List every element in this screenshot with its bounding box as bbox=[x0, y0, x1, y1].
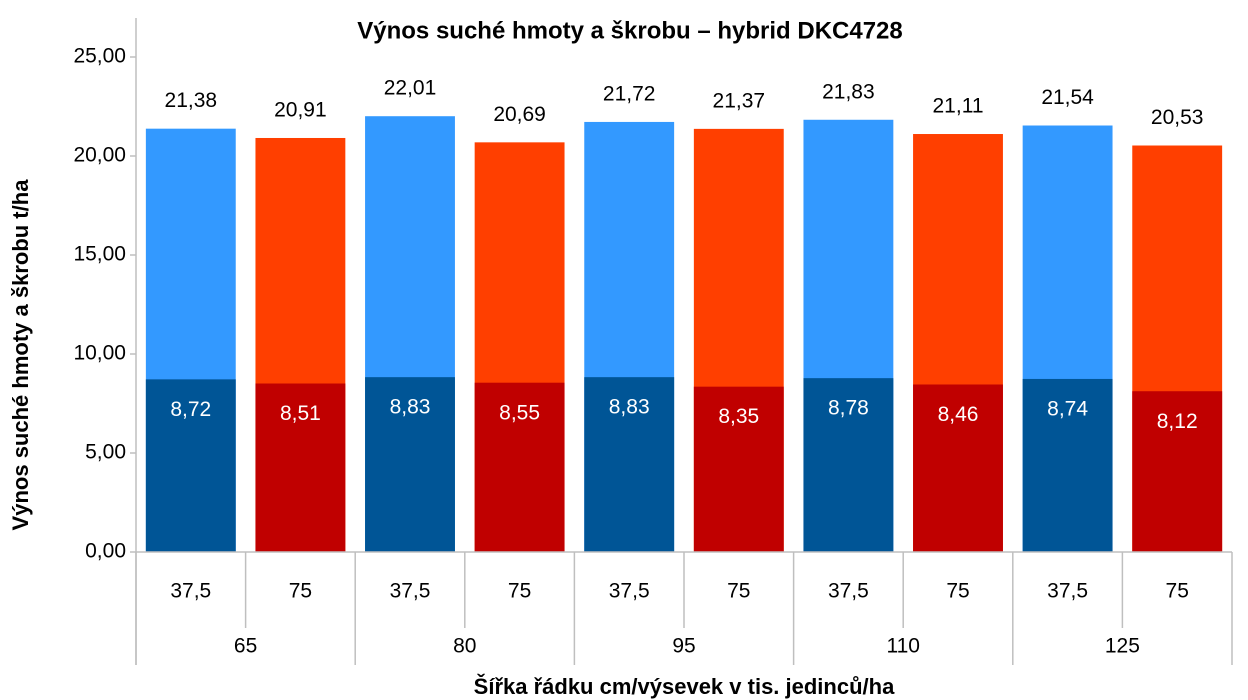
data-label: 22,01 bbox=[384, 77, 437, 100]
x-tick-label: 37,5 bbox=[1047, 580, 1088, 603]
data-label: 8,51 bbox=[280, 402, 321, 425]
data-label: 8,74 bbox=[1047, 397, 1088, 420]
bar bbox=[145, 379, 236, 552]
data-label: 8,35 bbox=[718, 405, 759, 428]
group-label: 65 bbox=[234, 635, 257, 658]
x-axis-title: Šířka řádku cm/výsevek v tis. jedinců/ha bbox=[474, 674, 895, 699]
y-tick-label: 25,00 bbox=[73, 45, 126, 68]
group-label: 95 bbox=[672, 635, 695, 658]
y-axis-title: Výnos suché hmoty a škrobu t/ha bbox=[8, 179, 33, 531]
bar bbox=[693, 386, 784, 552]
data-label: 20,91 bbox=[274, 99, 327, 122]
data-label: 8,78 bbox=[828, 397, 869, 420]
x-tick-label: 37,5 bbox=[828, 580, 869, 603]
bar bbox=[584, 377, 675, 552]
x-tick-label: 75 bbox=[946, 580, 969, 603]
x-tick-label: 37,5 bbox=[609, 580, 650, 603]
data-label: 21,54 bbox=[1041, 86, 1094, 109]
data-label: 8,83 bbox=[609, 396, 650, 419]
y-tick-label: 10,00 bbox=[73, 342, 126, 365]
chart-title: Výnos suché hmoty a škrobu – hybrid DKC4… bbox=[357, 17, 903, 44]
group-label: 125 bbox=[1105, 635, 1140, 658]
data-label: 8,83 bbox=[390, 396, 431, 419]
data-label: 20,53 bbox=[1151, 106, 1204, 129]
bar bbox=[1132, 391, 1223, 552]
data-label: 21,72 bbox=[603, 82, 656, 105]
data-label: 20,69 bbox=[493, 103, 546, 126]
y-tick-label: 5,00 bbox=[85, 441, 126, 464]
bar bbox=[913, 384, 1003, 552]
x-tick-label: 75 bbox=[508, 580, 531, 603]
data-label: 21,38 bbox=[165, 89, 218, 112]
y-tick-label: 0,00 bbox=[85, 540, 126, 563]
y-tick-label: 20,00 bbox=[73, 144, 126, 167]
x-tick-label: 75 bbox=[1166, 580, 1189, 603]
bar bbox=[474, 382, 565, 552]
x-tick-label: 75 bbox=[289, 580, 312, 603]
bar bbox=[1022, 378, 1113, 552]
data-label: 8,72 bbox=[170, 398, 211, 421]
y-tick-label: 15,00 bbox=[73, 243, 126, 266]
data-label: 21,11 bbox=[933, 95, 984, 118]
x-tick-label: 37,5 bbox=[390, 580, 431, 603]
x-tick-label: 37,5 bbox=[170, 580, 211, 603]
data-label: 8,46 bbox=[938, 403, 979, 426]
x-tick-label: 75 bbox=[727, 580, 750, 603]
bar bbox=[365, 377, 455, 552]
bar bbox=[803, 378, 894, 552]
data-label: 8,12 bbox=[1157, 410, 1198, 433]
data-label: 21,37 bbox=[713, 89, 766, 112]
bar bbox=[255, 383, 346, 552]
group-label: 110 bbox=[886, 635, 919, 658]
group-label: 80 bbox=[453, 635, 476, 658]
data-label: 8,55 bbox=[499, 401, 540, 424]
data-label: 21,83 bbox=[822, 80, 875, 103]
